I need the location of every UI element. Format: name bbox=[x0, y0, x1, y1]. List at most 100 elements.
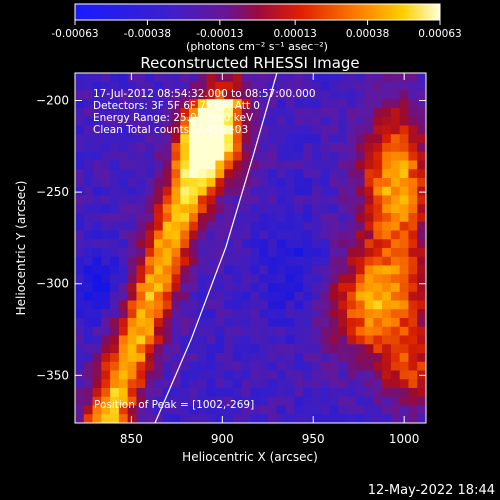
heatmap-cell bbox=[364, 99, 374, 109]
heatmap-cell bbox=[250, 186, 260, 197]
heatmap-cell bbox=[364, 326, 374, 337]
heatmap-cell bbox=[83, 90, 94, 100]
heatmap-cell bbox=[259, 388, 269, 398]
heatmap-cell bbox=[373, 160, 383, 170]
heatmap-cell bbox=[153, 99, 164, 109]
heatmap-cell bbox=[311, 379, 322, 389]
heatmap-cell bbox=[197, 90, 208, 100]
heatmap-cell bbox=[83, 230, 94, 240]
heatmap-cell bbox=[276, 291, 287, 302]
heatmap-cell bbox=[136, 178, 146, 188]
heatmap-cell bbox=[75, 300, 85, 310]
heatmap-cell bbox=[153, 125, 164, 135]
heatmap-cell bbox=[276, 195, 287, 205]
heatmap-cell bbox=[364, 274, 374, 284]
heatmap-cell bbox=[101, 353, 111, 363]
heatmap-cell bbox=[127, 388, 138, 398]
heatmap-cell bbox=[153, 81, 164, 92]
heatmap-cell bbox=[382, 318, 392, 328]
heatmap-cell bbox=[92, 335, 102, 345]
heatmap-cell bbox=[311, 108, 322, 118]
heatmap-cell bbox=[329, 213, 339, 223]
heatmap-cell bbox=[241, 309, 252, 319]
heatmap-cell bbox=[75, 239, 85, 249]
heatmap-cell bbox=[399, 265, 410, 275]
heatmap-cell bbox=[232, 81, 243, 92]
heatmap-cell bbox=[75, 248, 85, 258]
heatmap-cell bbox=[338, 379, 348, 389]
heatmap-cell bbox=[311, 344, 322, 354]
heatmap-cell bbox=[276, 160, 287, 170]
heatmap-cell bbox=[224, 151, 234, 162]
heatmap-cell bbox=[303, 414, 313, 423]
heatmap-cell bbox=[224, 81, 234, 92]
heatmap-cell bbox=[390, 151, 401, 162]
heatmap-cell bbox=[189, 396, 199, 407]
heatmap-cell bbox=[180, 326, 190, 337]
heatmap-cell bbox=[189, 239, 199, 249]
heatmap-cell bbox=[364, 221, 374, 232]
heatmap-cell bbox=[75, 265, 85, 275]
heatmap-cell bbox=[101, 396, 111, 407]
heatmap-cell bbox=[250, 353, 260, 363]
heatmap-cell bbox=[276, 353, 287, 363]
heatmap-cell bbox=[303, 73, 313, 83]
heatmap-cell bbox=[215, 134, 225, 144]
heatmap-cell bbox=[250, 414, 260, 423]
heatmap-cell bbox=[206, 99, 217, 109]
heatmap-cell bbox=[285, 370, 295, 380]
heatmap-cell bbox=[215, 414, 225, 423]
heatmap-cell bbox=[320, 186, 331, 197]
heatmap-cell bbox=[408, 143, 418, 153]
heatmap-cell bbox=[83, 388, 94, 398]
heatmap-cell bbox=[232, 274, 243, 284]
heatmap-cell bbox=[232, 361, 243, 372]
heatmap-cell bbox=[127, 195, 138, 205]
heatmap-cell bbox=[180, 178, 190, 188]
heatmap-cell bbox=[83, 361, 94, 372]
heatmap-cell bbox=[127, 248, 138, 258]
heatmap-cell bbox=[382, 143, 392, 153]
heatmap-cell bbox=[92, 239, 102, 249]
heatmap-cell bbox=[338, 134, 348, 144]
heatmap-cell bbox=[110, 274, 120, 284]
heatmap-cell bbox=[382, 213, 392, 223]
heatmap-cell bbox=[136, 186, 146, 197]
heatmap-cell bbox=[92, 265, 102, 275]
heatmap-cell bbox=[153, 73, 164, 83]
heatmap-cell bbox=[145, 274, 155, 284]
heatmap-cell bbox=[224, 388, 234, 398]
heatmap-cell bbox=[153, 309, 164, 319]
heatmap-cell bbox=[259, 178, 269, 188]
heatmap-cell bbox=[408, 396, 418, 407]
heatmap-cell bbox=[189, 274, 199, 284]
heatmap-cell bbox=[241, 99, 252, 109]
heatmap-cell bbox=[408, 256, 418, 267]
heatmap-cell bbox=[136, 414, 146, 423]
heatmap-cell bbox=[417, 335, 426, 345]
heatmap-cell bbox=[118, 405, 129, 415]
heatmap-cell bbox=[311, 300, 322, 310]
heatmap-cell bbox=[373, 169, 383, 179]
heatmap-cell bbox=[268, 116, 278, 127]
heatmap-cell bbox=[232, 186, 243, 197]
heatmap-cell bbox=[136, 353, 146, 363]
y-tick-label: −250 bbox=[36, 185, 69, 199]
heatmap-cell bbox=[364, 353, 374, 363]
heatmap-cell bbox=[92, 108, 102, 118]
heatmap-cell bbox=[206, 370, 217, 380]
heatmap-cell bbox=[153, 265, 164, 275]
heatmap-cell bbox=[215, 300, 225, 310]
heatmap-cell bbox=[329, 134, 339, 144]
heatmap-cell bbox=[373, 256, 383, 267]
heatmap-cell bbox=[92, 388, 102, 398]
heatmap-cell bbox=[197, 169, 208, 179]
heatmap-cell bbox=[382, 370, 392, 380]
heatmap-cell bbox=[399, 125, 410, 135]
heatmap-cell bbox=[347, 353, 357, 363]
heatmap-cell bbox=[329, 405, 339, 415]
heatmap-cell bbox=[417, 90, 426, 100]
heatmap-cell bbox=[241, 204, 252, 214]
heatmap-cell bbox=[83, 379, 94, 389]
heatmap-cell bbox=[75, 274, 85, 284]
